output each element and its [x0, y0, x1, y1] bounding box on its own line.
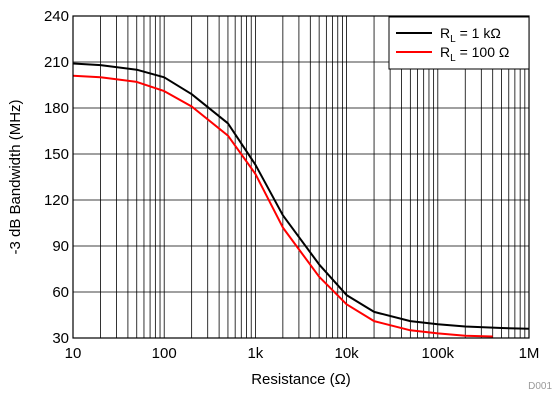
y-axis-label: -3 dB Bandwidth (MHz): [7, 99, 24, 254]
series-group: [72, 62, 530, 338]
legend-label-2: RL = 100 Ω: [440, 44, 509, 64]
y-tick-label: 180: [44, 100, 69, 117]
y-tick-label: 210: [44, 54, 69, 71]
y-tick-labels: 30 60 90 120 150 180 210 240: [44, 8, 69, 347]
legend-label-1: RL = 1 kΩ: [440, 25, 501, 45]
series-line-2: [72, 74, 493, 338]
x-tick-label: 100k: [422, 345, 455, 362]
x-axis-label: Resistance (Ω): [251, 371, 351, 388]
series-line-1: [72, 62, 530, 330]
x-tick-label: 1M: [519, 345, 540, 362]
y-tick-label: 90: [52, 238, 69, 255]
y-tick-label: 150: [44, 146, 69, 163]
figure-id: D001: [528, 381, 552, 392]
x-tick-label: 100: [152, 345, 177, 362]
x-tick-labels: 10 100 1k 10k 100k 1M: [65, 345, 540, 362]
x-tick-label: 1k: [247, 345, 263, 362]
y-tick-label: 240: [44, 8, 69, 25]
y-tick-label: 60: [52, 284, 69, 301]
x-tick-label: 10: [65, 345, 82, 362]
plot-frame: [72, 15, 530, 339]
y-tick-label: 120: [44, 192, 69, 209]
grid: [72, 15, 529, 339]
y-tick-label: 30: [52, 330, 69, 347]
legend-box: [388, 16, 530, 70]
x-tick-label: 10k: [335, 345, 360, 362]
